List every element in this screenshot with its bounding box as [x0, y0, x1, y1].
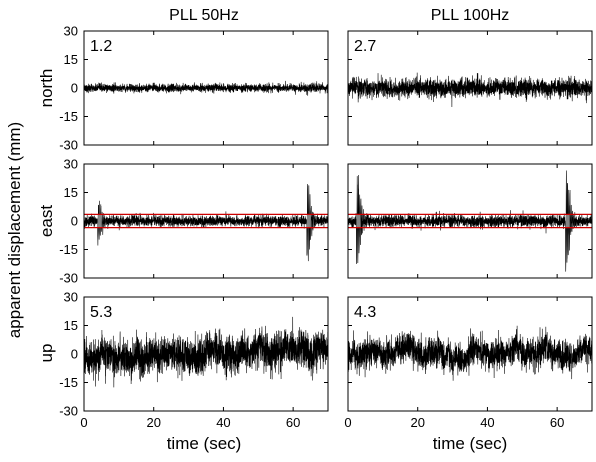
row-label-up: up — [37, 344, 56, 363]
panel-north-pll-50hz: -30 -15 0 15 30 1.2 — [59, 24, 329, 153]
y-tick-label-east-pll-50hz: -30 — [59, 271, 78, 286]
y-tick-label-east-pll-50hz: 0 — [71, 214, 78, 229]
y-tick-label-east-pll-50hz: 30 — [64, 157, 78, 172]
spike-marker-east-pll-100hz-0 — [356, 214, 361, 228]
y-tick-label-north-pll-50hz: -15 — [59, 109, 78, 124]
y-tick-label-north-pll-50hz: 0 — [71, 81, 78, 96]
panel-up-pll-100hz: 0 20 40 60 4.3 — [344, 296, 593, 430]
x-tick-label-up-pll-50hz: 60 — [286, 415, 300, 430]
trace-up-pll-50hz — [84, 316, 328, 388]
x-tick-label-up-pll-50hz: 40 — [216, 415, 230, 430]
panel-up-pll-50hz: -30 -15 0 15 30 0 20 40 60 5.3 — [59, 290, 329, 430]
rms-label-north-pll-50hz: 1.2 — [90, 38, 112, 55]
panel-north-pll-100hz: 2.7 — [347, 30, 593, 146]
spike-marker-east-pll-50hz-0 — [97, 214, 102, 228]
trace-up-pll-100hz — [348, 325, 592, 381]
rms-label-up-pll-50hz: 5.3 — [90, 304, 112, 321]
y-tick-label-north-pll-50hz: 30 — [64, 24, 78, 39]
rms-label-up-pll-100hz: 4.3 — [354, 304, 376, 321]
spike-marker-east-pll-50hz-1 — [306, 214, 311, 228]
y-tick-label-north-pll-50hz: -30 — [59, 138, 78, 153]
x-axis-label-left: time (sec) — [167, 434, 242, 453]
x-tick-label-up-pll-50hz: 0 — [80, 415, 87, 430]
x-tick-label-up-pll-50hz: 20 — [146, 415, 160, 430]
trace-east-pll-50hz — [84, 183, 328, 262]
x-tick-label-up-pll-100hz: 0 — [344, 415, 351, 430]
y-tick-label-east-pll-50hz: 15 — [64, 185, 78, 200]
panels: -30 -15 0 15 30 1.2 2.7 -30 -15 0 15 30 -30 -15 0 15 30 0… — [59, 24, 593, 430]
column-title-pll-100hz: PLL 100Hz — [431, 7, 510, 24]
y-tick-label-up-pll-50hz: 0 — [71, 347, 78, 362]
y-tick-label-north-pll-50hz: 15 — [64, 52, 78, 67]
y-axis-label: apparent displacement (mm) — [5, 122, 24, 338]
panel-east-pll-100hz — [347, 163, 593, 279]
row-label-east: east — [37, 205, 56, 237]
y-tick-label-up-pll-50hz: 30 — [64, 290, 78, 305]
y-tick-label-east-pll-50hz: -15 — [59, 242, 78, 257]
y-tick-label-up-pll-50hz: -30 — [59, 404, 78, 419]
row-label-north: north — [37, 69, 56, 108]
x-tick-label-up-pll-100hz: 60 — [550, 415, 564, 430]
trace-east-pll-100hz — [348, 170, 592, 272]
trace-north-pll-50hz — [84, 80, 328, 96]
rms-label-north-pll-100hz: 2.7 — [354, 38, 376, 55]
trace-north-pll-100hz — [348, 72, 592, 107]
x-tick-label-up-pll-100hz: 20 — [410, 415, 424, 430]
y-tick-label-up-pll-50hz: 15 — [64, 318, 78, 333]
x-axis-label-right: time (sec) — [433, 434, 508, 453]
x-tick-label-up-pll-100hz: 40 — [480, 415, 494, 430]
y-tick-label-up-pll-50hz: -15 — [59, 375, 78, 390]
spike-marker-east-pll-100hz-1 — [565, 214, 570, 228]
panel-east-pll-50hz: -30 -15 0 15 30 — [59, 157, 329, 286]
column-title-pll-50hz: PLL 50Hz — [169, 7, 239, 24]
